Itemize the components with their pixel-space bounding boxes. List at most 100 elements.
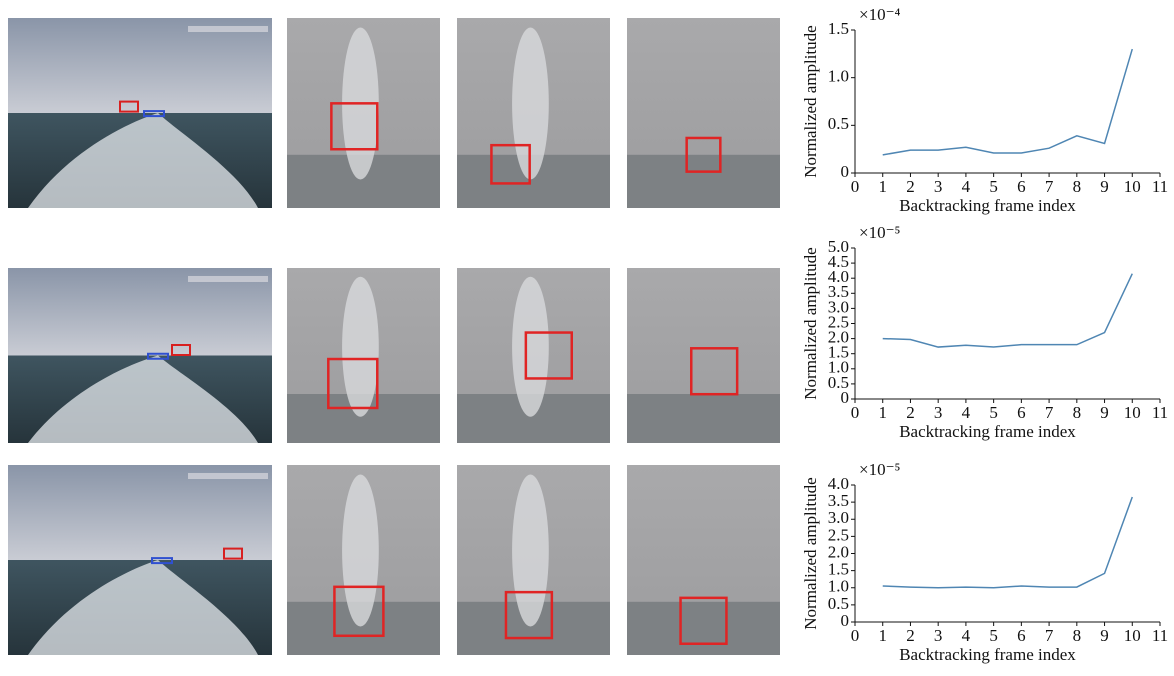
crop-box-red — [690, 347, 739, 396]
x-axis-label: Backtracking frame index — [899, 645, 1076, 664]
axis-multiplier: ×10⁻⁵ — [859, 223, 901, 242]
y-tick-label: 0 — [841, 162, 850, 181]
x-tick-label: 11 — [1152, 626, 1168, 645]
crop-box-red — [327, 357, 379, 410]
y-tick-label: 4.0 — [828, 474, 849, 493]
x-tick-label: 7 — [1045, 177, 1054, 196]
data-line — [882, 273, 1133, 348]
y-tick-label: 1.5 — [828, 343, 849, 362]
crop-sea — [627, 154, 780, 208]
x-tick-label: 4 — [962, 403, 971, 422]
photo-timestamp — [188, 276, 268, 282]
x-tick-label: 3 — [934, 403, 943, 422]
x-tick-label: 1 — [878, 626, 887, 645]
y-tick-label: 0.5 — [828, 373, 849, 392]
data-line — [882, 496, 1133, 589]
x-tick-label: 5 — [989, 626, 998, 645]
x-tick-label: 4 — [962, 177, 971, 196]
axis-multiplier: ×10⁻⁵ — [859, 460, 901, 479]
crop-sea — [627, 394, 780, 443]
y-tick-label: 0 — [841, 388, 850, 407]
crop-box-red — [504, 590, 554, 640]
x-tick-label: 10 — [1124, 626, 1141, 645]
crop-box-red — [333, 585, 385, 638]
y-tick-label: 3.5 — [828, 282, 849, 301]
photo-wake — [28, 355, 258, 443]
crop-box-red — [330, 102, 379, 151]
splash — [342, 276, 379, 417]
x-tick-label: 2 — [906, 626, 915, 645]
y-tick-label: 1.5 — [828, 19, 849, 38]
y-tick-label: 0 — [841, 611, 850, 630]
crop-box-red — [490, 143, 531, 185]
detect-box-blue — [143, 110, 165, 118]
crop-box-red — [679, 596, 728, 645]
photo-timestamp — [188, 473, 268, 479]
x-tick-label: 11 — [1152, 403, 1168, 422]
y-tick-label: 1.0 — [828, 358, 849, 377]
y-axis-label: Normalized amplitude — [801, 25, 820, 177]
x-tick-label: 9 — [1100, 403, 1109, 422]
axis-multiplier: ×10⁻⁴ — [859, 5, 901, 24]
x-tick-label: 2 — [906, 403, 915, 422]
x-tick-label: 0 — [851, 403, 860, 422]
splash — [342, 474, 379, 627]
x-tick-label: 6 — [1017, 177, 1026, 196]
x-tick-label: 8 — [1073, 177, 1082, 196]
y-tick-label: 3.5 — [828, 491, 849, 510]
y-tick-label: 3.0 — [828, 297, 849, 316]
x-axis-label: Backtracking frame index — [899, 196, 1076, 215]
x-tick-label: 2 — [906, 177, 915, 196]
detect-box-red — [223, 547, 243, 560]
x-tick-label: 6 — [1017, 626, 1026, 645]
crop-box-red — [524, 331, 573, 380]
x-tick-label: 9 — [1100, 626, 1109, 645]
x-tick-label: 9 — [1100, 177, 1109, 196]
photo-sky — [8, 465, 272, 560]
x-tick-label: 4 — [962, 626, 971, 645]
detect-box-blue — [147, 352, 169, 360]
y-tick-label: 2.0 — [828, 542, 849, 561]
detect-box-red — [171, 344, 191, 356]
photo-timestamp — [188, 26, 268, 32]
photo-sky — [8, 268, 272, 356]
x-tick-label: 10 — [1124, 403, 1141, 422]
y-tick-label: 5.0 — [828, 237, 849, 256]
y-tick-label: 0.5 — [828, 114, 849, 133]
y-tick-label: 2.5 — [828, 525, 849, 544]
x-tick-label: 3 — [934, 626, 943, 645]
y-axis-label: Normalized amplitude — [801, 477, 820, 629]
x-tick-label: 11 — [1152, 177, 1168, 196]
x-tick-label: 5 — [989, 177, 998, 196]
y-tick-label: 1.5 — [828, 560, 849, 579]
x-tick-label: 0 — [851, 626, 860, 645]
x-tick-label: 5 — [989, 403, 998, 422]
photo-sky — [8, 18, 272, 113]
detect-box-red — [119, 100, 139, 113]
x-tick-label: 7 — [1045, 403, 1054, 422]
crop-box-red — [685, 136, 722, 173]
x-tick-label: 1 — [878, 403, 887, 422]
data-line — [882, 48, 1133, 156]
detect-box-blue — [151, 557, 173, 565]
x-tick-label: 8 — [1073, 626, 1082, 645]
x-axis-label: Backtracking frame index — [899, 422, 1076, 441]
splash — [512, 474, 549, 627]
y-tick-label: 2.5 — [828, 312, 849, 331]
y-tick-label: 4.5 — [828, 252, 849, 271]
splash — [512, 276, 549, 417]
y-tick-label: 0.5 — [828, 594, 849, 613]
photo-wake — [28, 113, 258, 208]
x-tick-label: 10 — [1124, 177, 1141, 196]
crop-sea — [627, 601, 780, 655]
y-axis-label: Normalized amplitude — [801, 247, 820, 399]
y-tick-label: 1.0 — [828, 67, 849, 86]
x-tick-label: 3 — [934, 177, 943, 196]
y-tick-label: 4.0 — [828, 267, 849, 286]
photo-wake — [28, 560, 258, 655]
y-tick-label: 2.0 — [828, 328, 849, 347]
x-tick-label: 6 — [1017, 403, 1026, 422]
x-tick-label: 8 — [1073, 403, 1082, 422]
y-tick-label: 1.0 — [828, 577, 849, 596]
